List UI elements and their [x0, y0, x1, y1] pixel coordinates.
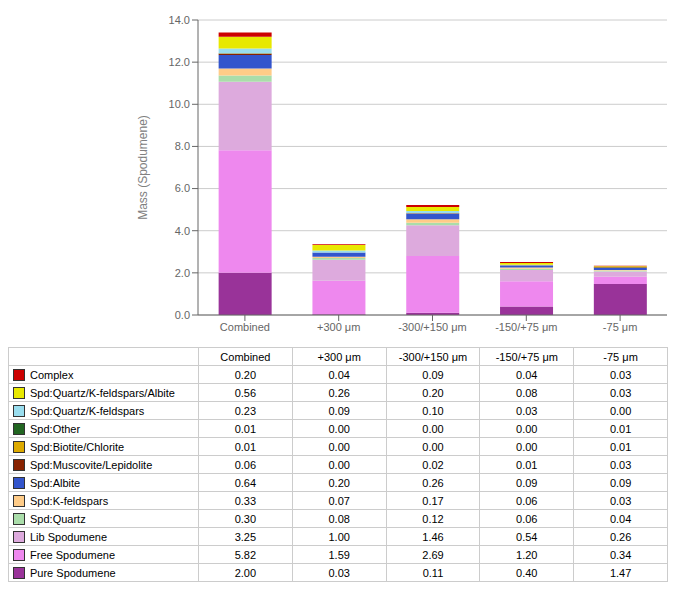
svg-text:-150/+75 μm: -150/+75 μm: [495, 321, 557, 333]
html-text:2.69: 2.69: [422, 548, 444, 561]
html-text:-150/+75 μm: -150/+75 μm: [495, 350, 558, 363]
html-text:Free Spodumene: Free Spodumene: [30, 549, 115, 561]
html-text:0.12: 0.12: [422, 512, 444, 525]
html-text:0.04: 0.04: [328, 368, 350, 381]
html-text:Complex: Complex: [30, 369, 74, 381]
html-text:0.34: 0.34: [609, 548, 632, 561]
html-text:0.10: 0.10: [422, 404, 444, 417]
html-text:Spd:Quartz/K-feldspars: Spd:Quartz/K-feldspars: [30, 405, 145, 417]
html-text:Spd:Quartz: Spd:Quartz: [30, 513, 86, 525]
html-text:0.00: 0.00: [609, 404, 632, 417]
html-text:0.20: 0.20: [234, 368, 257, 381]
html-text:5.82: 5.82: [234, 548, 257, 561]
html-text:0.40: 0.40: [516, 566, 538, 579]
svg-text:2.0: 2.0: [175, 267, 190, 279]
html-text:0.00: 0.00: [328, 440, 350, 453]
html-text:1.46: 1.46: [422, 530, 444, 543]
html-text:+300 μm: +300 μm: [317, 350, 361, 363]
html-text:0.30: 0.30: [234, 512, 257, 525]
html-text:0.03: 0.03: [516, 404, 538, 417]
html-text:0.03: 0.03: [609, 458, 632, 471]
html-text:3.25: 3.25: [234, 530, 257, 543]
svg-text:4.0: 4.0: [175, 225, 190, 237]
html-text:0.56: 0.56: [234, 386, 257, 399]
html-text:Combined: Combined: [220, 350, 271, 363]
html-text:0.01: 0.01: [609, 422, 632, 435]
html-text:0.00: 0.00: [422, 440, 444, 453]
html-text:0.04: 0.04: [516, 368, 538, 381]
html-text:0.17: 0.17: [422, 494, 444, 507]
svg-text:Combined: Combined: [220, 321, 270, 333]
html-text:2.00: 2.00: [234, 566, 257, 579]
html-text:0.04: 0.04: [609, 512, 632, 525]
html-text:0.01: 0.01: [609, 440, 632, 453]
html-text:-300/+150 μm: -300/+150 μm: [398, 350, 468, 363]
html-text:0.09: 0.09: [609, 476, 632, 489]
html-text:Pure Spodumene: Pure Spodumene: [30, 567, 116, 579]
html-text:0.11: 0.11: [422, 566, 444, 579]
html-text:0.64: 0.64: [234, 476, 257, 489]
html-text:0.03: 0.03: [609, 494, 632, 507]
html-text:0.08: 0.08: [516, 386, 538, 399]
html-text:0.01: 0.01: [234, 422, 257, 435]
html-text:0.09: 0.09: [328, 404, 350, 417]
svg-text:-300/+150 μm: -300/+150 μm: [398, 321, 466, 333]
html-text:0.06: 0.06: [516, 494, 538, 507]
svg-text:14.0: 14.0: [169, 14, 190, 26]
svg-text:0.0: 0.0: [175, 309, 190, 321]
html-text:1.00: 1.00: [328, 530, 350, 543]
html-text:0.07: 0.07: [328, 494, 350, 507]
html-text:-75 μm: -75 μm: [603, 350, 638, 363]
html-text:Spd:Albite: Spd:Albite: [30, 477, 81, 489]
html-text:0.00: 0.00: [328, 422, 350, 435]
html-text:0.06: 0.06: [516, 512, 538, 525]
html-text:0.00: 0.00: [516, 440, 538, 453]
html-text:1.20: 1.20: [516, 548, 538, 561]
html-text:Spd:K-feldspars: Spd:K-feldspars: [30, 495, 109, 507]
html-text:0.26: 0.26: [328, 386, 350, 399]
svg-text:10.0: 10.0: [169, 98, 190, 110]
html-text:Spd:Biotite/Chlorite: Spd:Biotite/Chlorite: [30, 441, 125, 453]
html-text:1.59: 1.59: [328, 548, 350, 561]
html-text:0.09: 0.09: [422, 368, 444, 381]
html-text:Spd:Quartz/K-feldspars/Albite: Spd:Quartz/K-feldspars/Albite: [30, 387, 175, 399]
svg-text:12.0: 12.0: [169, 56, 190, 68]
html-text:Lib Spodumene: Lib Spodumene: [30, 531, 108, 543]
html-text:0.26: 0.26: [609, 530, 632, 543]
html-text:0.02: 0.02: [422, 458, 444, 471]
html-text:0.20: 0.20: [422, 386, 444, 399]
html-text:0.03: 0.03: [609, 386, 632, 399]
html-text:0.01: 0.01: [516, 458, 538, 471]
svg-text:-75 μm: -75 μm: [603, 321, 637, 333]
html-text:0.03: 0.03: [328, 566, 350, 579]
html-text:0.01: 0.01: [234, 440, 257, 453]
html-text:0.09: 0.09: [516, 476, 538, 489]
svg-text:6.0: 6.0: [175, 182, 190, 194]
html-text:1.47: 1.47: [609, 566, 632, 579]
html-text:0.00: 0.00: [422, 422, 444, 435]
svg-text:+300 μm: +300 μm: [317, 321, 360, 333]
html-text:0.03: 0.03: [609, 368, 632, 381]
html-text:0.54: 0.54: [516, 530, 538, 543]
html-text:0.06: 0.06: [234, 458, 257, 471]
svg-text:Mass (Spodumene): Mass (Spodumene): [136, 115, 150, 220]
html-text:0.00: 0.00: [516, 422, 538, 435]
html-text:Spd:Other: Spd:Other: [30, 423, 81, 435]
html-text:0.00: 0.00: [328, 458, 350, 471]
html-text:0.20: 0.20: [328, 476, 350, 489]
html-text:0.08: 0.08: [328, 512, 350, 525]
html-text:Spd:Muscovite/Lepidolite: Spd:Muscovite/Lepidolite: [30, 459, 153, 471]
html-text:0.33: 0.33: [234, 494, 257, 507]
html-text:0.26: 0.26: [422, 476, 444, 489]
html-text:0.23: 0.23: [234, 404, 257, 417]
svg-text:8.0: 8.0: [175, 140, 190, 152]
